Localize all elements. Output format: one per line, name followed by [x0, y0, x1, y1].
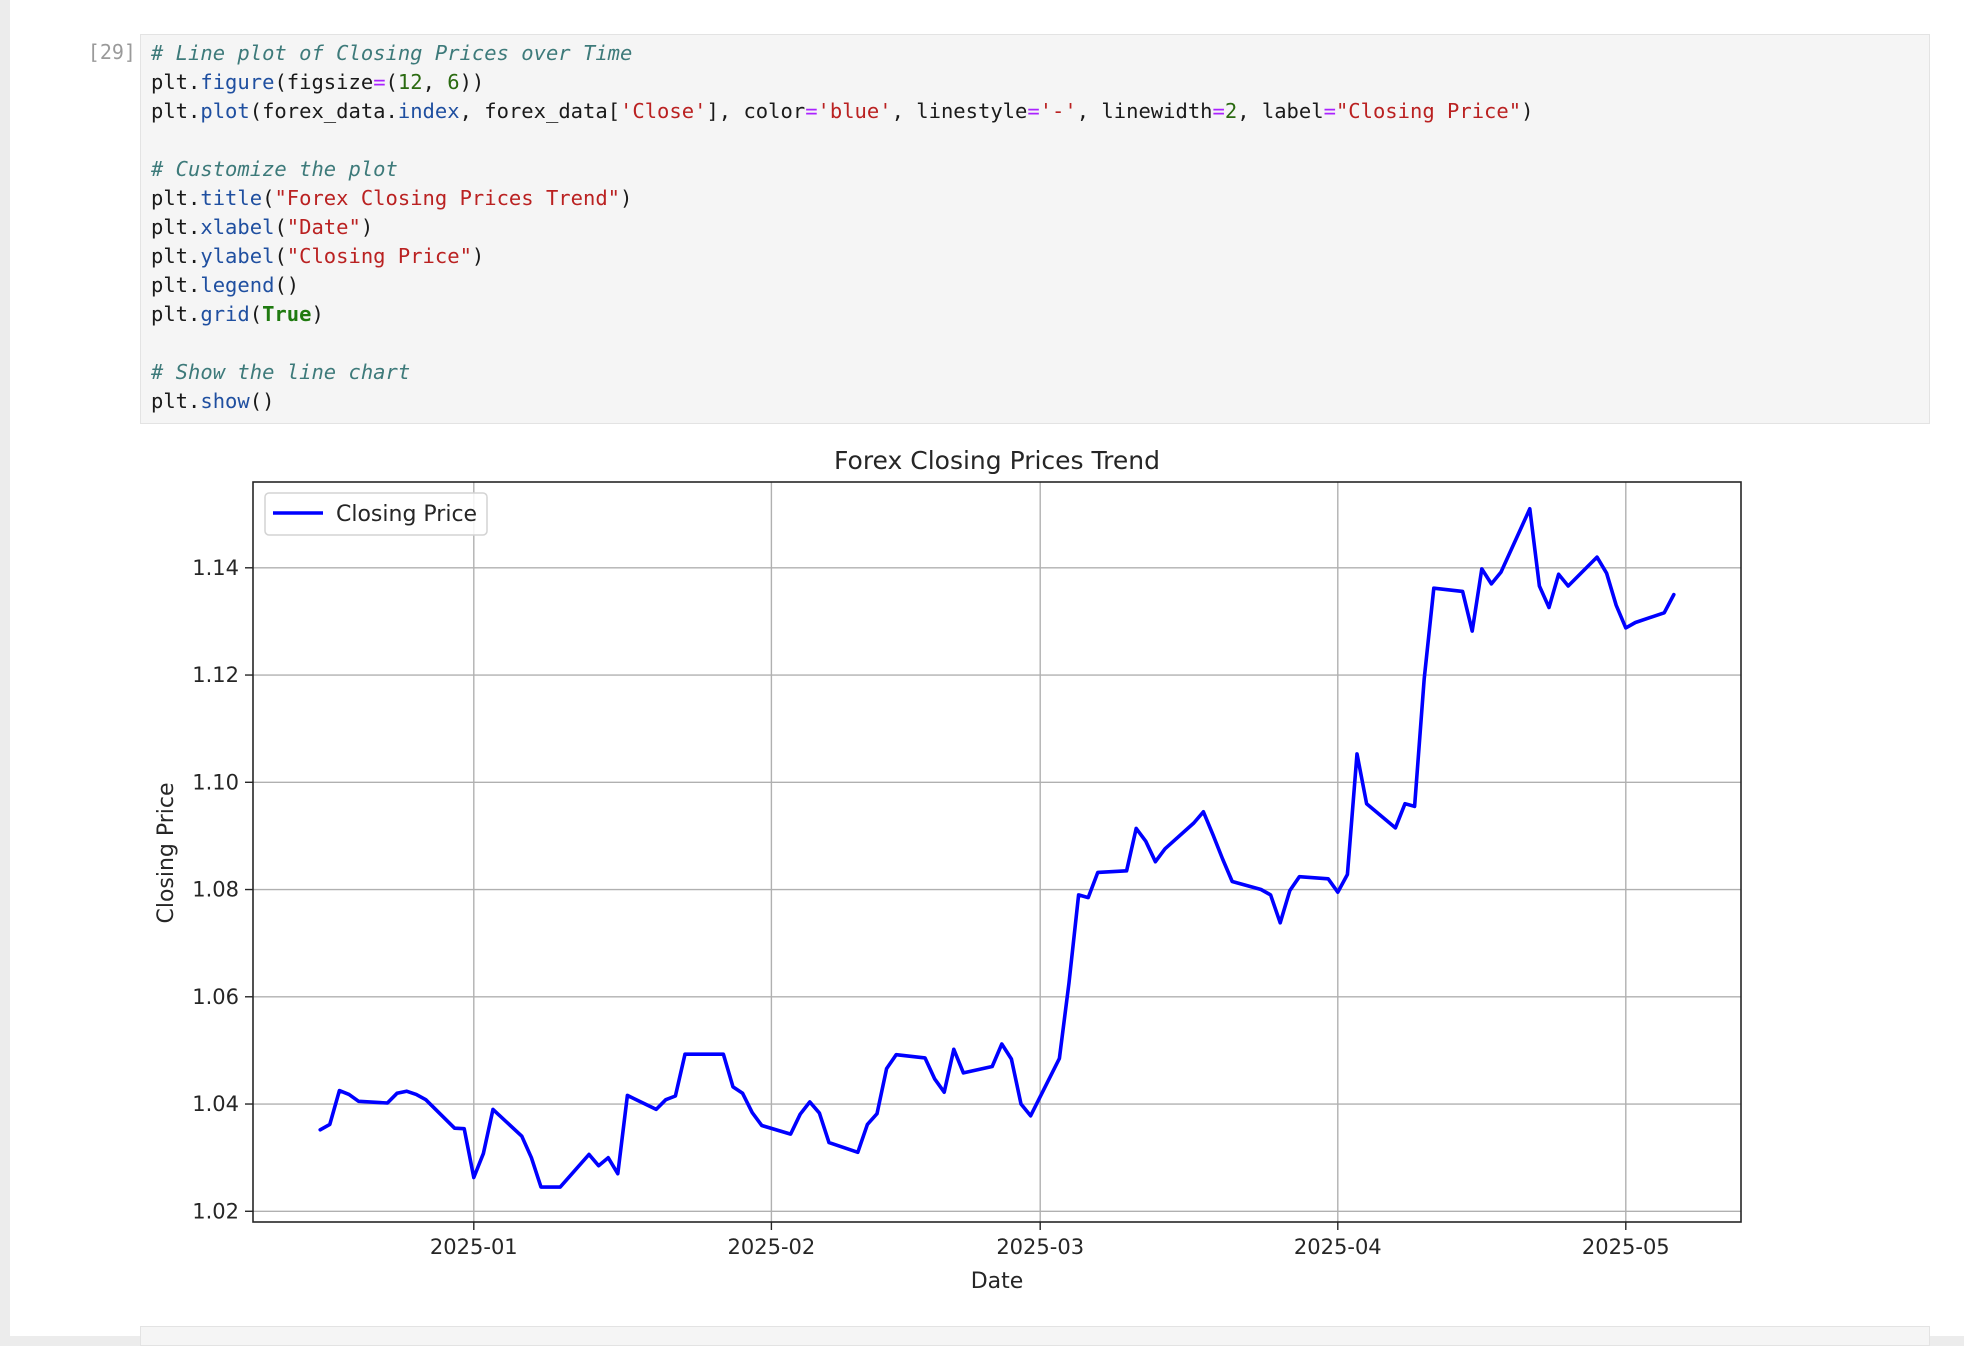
code-token: show	[200, 389, 250, 413]
code-token: # Show the line chart	[151, 360, 411, 384]
code-token: )	[1521, 99, 1534, 123]
code-line: # Show the line chart	[151, 360, 410, 384]
x-tick-label: 2025-05	[1582, 1235, 1670, 1259]
code-token: ))	[459, 70, 485, 94]
legend-label: Closing Price	[336, 502, 477, 527]
code-token: ,	[422, 70, 448, 94]
code-token: 'blue'	[817, 99, 892, 123]
code-token: xlabel	[200, 215, 275, 239]
code-line: plt.show()	[151, 389, 274, 413]
x-tick-label: 2025-03	[996, 1235, 1084, 1259]
code-token: )	[360, 215, 374, 239]
code-token: (	[274, 244, 287, 268]
y-tick-label: 1.14	[192, 556, 239, 580]
code-token: , forex_data	[459, 99, 608, 123]
y-axis-label: Closing Price	[154, 782, 179, 923]
code-token: , label	[1237, 99, 1324, 123]
code-token: # Line plot of Closing Prices over Time	[151, 41, 633, 65]
y-tick-label: 1.12	[192, 663, 239, 687]
code-token: 'Close'	[620, 99, 707, 123]
code-token: plt.	[151, 302, 201, 326]
chart-title: Forex Closing Prices Trend	[834, 446, 1160, 475]
axis-ticks: 2025-01 2025-02 2025-03 2025-04 2025-05 1.02 1…	[192, 556, 1669, 1259]
x-tick-label: 2025-04	[1294, 1235, 1382, 1259]
code-token: )	[620, 186, 633, 210]
code-token: True	[262, 302, 312, 326]
code-token: ()	[274, 273, 300, 297]
y-tick-label: 1.04	[192, 1092, 239, 1116]
cell-prompt: [29]:	[87, 40, 148, 64]
code-cell[interactable]: # Line plot of Closing Prices over Time …	[140, 34, 1930, 424]
code-token: (	[385, 70, 398, 94]
code-token: 2	[1224, 99, 1238, 123]
code-token: (	[249, 302, 263, 326]
code-line: plt.title("Forex Closing Prices Trend")	[151, 186, 632, 210]
code-token: 12	[397, 70, 423, 94]
code-token: '-'	[1039, 99, 1077, 123]
code-line: plt.grid(True)	[151, 302, 324, 326]
legend: Closing Price	[264, 492, 488, 536]
code-token: plt.	[151, 186, 201, 210]
x-axis-label: Date	[971, 1269, 1024, 1294]
legend-box	[264, 492, 488, 536]
series-line-closing-price	[318, 506, 1676, 1189]
code-token: figure	[200, 70, 275, 94]
code-token: title	[200, 186, 263, 210]
code-token: 6	[447, 70, 460, 94]
y-tick-label: 1.06	[192, 985, 239, 1009]
code-line: # Customize the plot	[151, 157, 398, 181]
code-token: [	[607, 99, 621, 123]
code-token: ], color	[706, 99, 806, 123]
y-tick-label: 1.02	[192, 1199, 239, 1223]
code-token: plt.	[151, 244, 201, 268]
code-token: # Customize the plot	[151, 157, 398, 181]
code-token: , linestyle	[891, 99, 1028, 123]
code-token: plt.	[151, 389, 201, 413]
code-token: =	[1212, 99, 1225, 123]
code-token: )	[311, 302, 324, 326]
code-token: "Closing Price"	[286, 244, 472, 268]
code-token: (	[274, 215, 287, 239]
code-line: # Line plot of Closing Prices over Time	[151, 41, 632, 65]
code-line: plt.legend()	[151, 273, 299, 297]
code-token: index	[397, 99, 460, 123]
code-token: =	[805, 99, 818, 123]
plot-frame	[252, 481, 1742, 1223]
x-tick-label: 2025-01	[430, 1235, 518, 1259]
code-token: (	[262, 186, 275, 210]
code-token: , linewidth	[1076, 99, 1213, 123]
code-token: legend	[200, 273, 275, 297]
code-token: grid	[200, 302, 250, 326]
code-line: plt.ylabel("Closing Price")	[151, 244, 484, 268]
code-token: plt.	[151, 215, 201, 239]
code-token: "Forex Closing Prices Trend"	[274, 186, 621, 210]
code-token: )	[471, 244, 485, 268]
code-token: =	[1027, 99, 1040, 123]
code-token: plt.	[151, 273, 201, 297]
code-line: plt.xlabel("Date")	[151, 215, 373, 239]
grid-lines	[253, 482, 1741, 1222]
code-token: =	[1323, 99, 1336, 123]
code-token: (forex_data.	[249, 99, 398, 123]
code-token: ()	[249, 389, 275, 413]
code-line: plt.figure(figsize=(12, 6))	[151, 70, 484, 94]
code-token: plt.	[151, 70, 201, 94]
code-line: plt.plot(forex_data.index, forex_data['C…	[151, 99, 1533, 123]
y-tick-label: 1.08	[192, 878, 239, 902]
code-token: "Date"	[286, 215, 361, 239]
code-token: (figsize	[274, 70, 374, 94]
code-editor[interactable]: # Line plot of Closing Prices over Time …	[141, 35, 1929, 416]
code-token: plt.	[151, 99, 201, 123]
code-token: =	[373, 70, 386, 94]
plot-area	[253, 482, 1741, 1222]
code-token: plot	[200, 99, 250, 123]
code-token: ylabel	[200, 244, 275, 268]
y-tick-label: 1.10	[192, 770, 239, 794]
code-token: "Closing Price"	[1335, 99, 1522, 123]
x-tick-label: 2025-02	[728, 1235, 816, 1259]
